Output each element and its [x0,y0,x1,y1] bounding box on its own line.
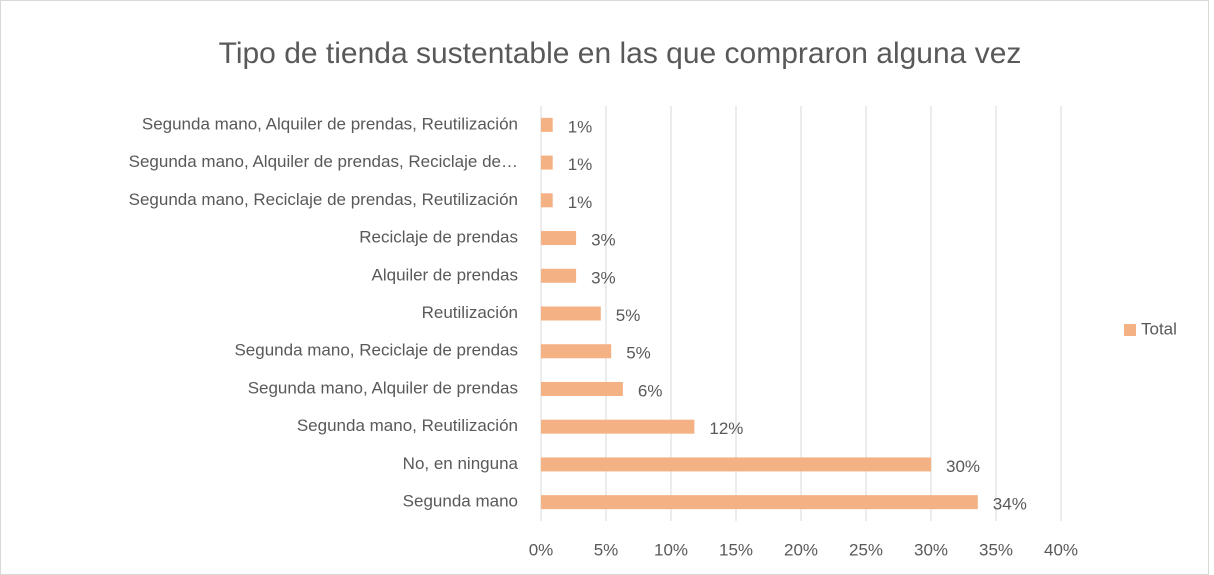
data-label: 34% [993,495,1027,514]
x-tick-label: 40% [1044,540,1078,559]
data-label: 1% [568,155,593,174]
data-label: 3% [591,268,616,287]
y-tick-label: Segunda mano, Alquiler de prendas [248,378,518,397]
x-tick-label: 15% [719,540,753,559]
y-tick-label: Segunda mano, Reciclaje de prendas [234,341,518,360]
data-label: 1% [568,193,593,212]
x-tick-label: 0% [529,540,554,559]
legend-label: Total [1141,319,1177,338]
x-tick-label: 35% [979,540,1013,559]
bar [541,344,612,359]
bar [541,495,978,510]
bar [541,457,931,472]
data-label: 30% [946,457,980,476]
x-tick-label: 20% [784,540,818,559]
bar [541,381,623,396]
y-tick-label: Reciclaje de prendas [359,228,518,247]
bar [541,193,553,208]
bar [541,419,695,434]
data-label: 5% [616,306,641,325]
bar [541,117,553,132]
chart-title: Tipo de tienda sustentable en las que co… [219,37,1022,70]
legend-swatch [1124,324,1136,336]
y-tick-label: No, en ninguna [403,454,519,473]
y-tick-label: Reutilización [422,303,518,322]
bar [541,306,601,321]
y-tick-label: Segunda mano [403,492,518,511]
y-tick-label: Segunda mano, Alquiler de prendas, Reuti… [142,114,518,133]
y-tick-label: Segunda mano, Reutilización [297,416,518,435]
bar [541,231,577,246]
bar [541,155,553,170]
data-label: 1% [568,117,593,136]
x-tick-label: 10% [654,540,688,559]
data-label: 3% [591,231,616,250]
y-tick-label: Segunda mano, Reciclaje de prendas, Reut… [129,190,518,209]
data-label: 12% [709,419,743,438]
data-label: 5% [626,344,651,363]
y-tick-label: Alquiler de prendas [372,265,518,284]
x-tick-label: 25% [849,540,883,559]
x-tick-label: 5% [594,540,619,559]
bar [541,268,577,283]
data-label: 6% [638,381,663,400]
x-tick-label: 30% [914,540,948,559]
y-tick-label: Segunda mano, Alquiler de prendas, Recic… [129,152,518,171]
